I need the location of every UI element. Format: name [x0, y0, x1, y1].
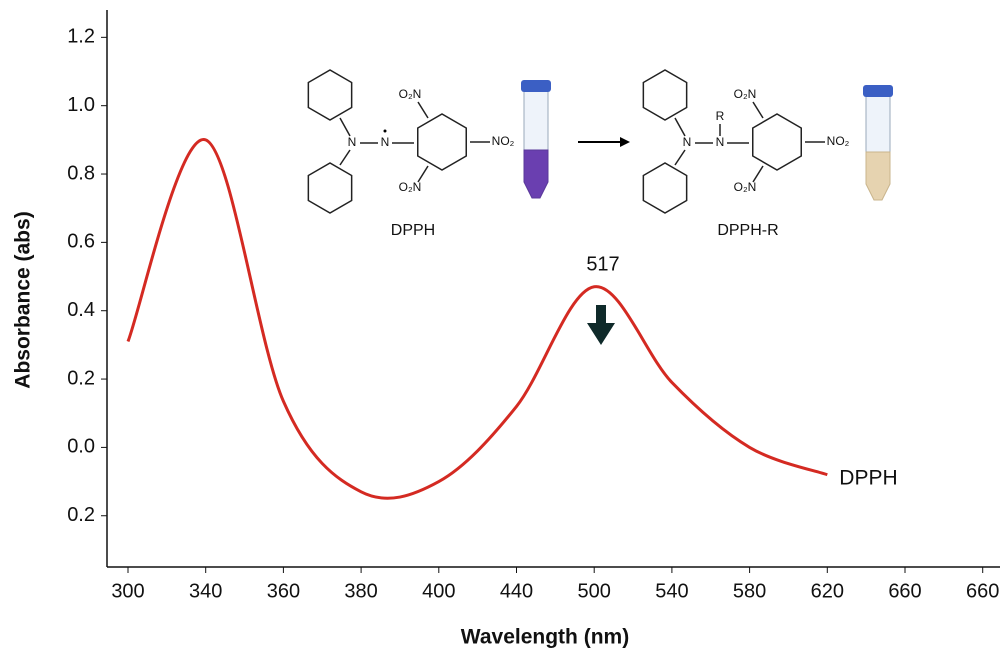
y-tick-label: 0.2 [67, 367, 95, 389]
y-tick-label: 0.8 [67, 162, 95, 184]
atom-label: O₂N [734, 180, 757, 194]
atom-label: N [683, 135, 692, 149]
picryl-ring [417, 113, 467, 171]
x-tick-label: 500 [578, 580, 611, 602]
bond [339, 149, 351, 166]
atom-label: NO₂ [827, 134, 850, 148]
x-tick-label: 380 [344, 580, 377, 602]
atom-label: O₂N [734, 87, 757, 101]
bond [752, 101, 764, 119]
x-tick-label: 440 [500, 580, 533, 602]
tube-cap [521, 80, 551, 92]
atom-label: R [716, 109, 725, 123]
tube-dpph [521, 80, 551, 199]
atom-label: N [348, 135, 357, 149]
molecule-name: DPPH-R [717, 222, 778, 239]
series-line [126, 138, 828, 500]
y-tick-label: 0.6 [67, 231, 95, 253]
tube-dpph-r [863, 85, 893, 201]
bond [674, 117, 686, 137]
x-tick-label: 620 [811, 580, 844, 602]
annotation: 517 [586, 253, 619, 275]
x-tick-label: 400 [422, 580, 455, 602]
x-tick-label: 340 [189, 580, 222, 602]
x-tick-label: 580 [733, 580, 766, 602]
phenyl-ring [307, 162, 353, 214]
phenyl-ring [307, 69, 353, 121]
picryl-ring [752, 113, 802, 171]
atom-label: N [381, 135, 390, 149]
legend-label: DPPH [839, 466, 897, 489]
y-tick-label: 1.0 [67, 94, 95, 116]
y-tick-label: 0.0 [67, 436, 95, 458]
x-tick-label: 300 [111, 580, 144, 602]
tube-body [865, 95, 891, 153]
x-tick-label: 660 [888, 580, 921, 602]
reaction-arrowhead [620, 137, 630, 147]
bond [339, 117, 351, 137]
bond [417, 101, 429, 119]
y-tick-label: 0.2 [67, 504, 95, 526]
down-arrow [587, 305, 615, 345]
tube-body [523, 89, 549, 151]
phenyl-ring [642, 162, 688, 214]
x-tick-label: 540 [655, 580, 688, 602]
y-tick-label: 1.2 [67, 26, 95, 48]
molecule-name: DPPH [391, 222, 435, 239]
y-tick-label: 0.4 [67, 299, 95, 321]
tube-liquid [865, 151, 891, 201]
phenyl-ring [642, 69, 688, 121]
radical-dot [383, 129, 387, 133]
atom-label: N [716, 135, 725, 149]
tube-cap [863, 85, 893, 97]
bond [752, 165, 764, 183]
y-axis-title: Absorbance (abs) [12, 211, 35, 388]
atom-label: O₂N [399, 87, 422, 101]
atom-label: NO₂ [492, 134, 515, 148]
bond [674, 149, 686, 166]
tube-liquid [523, 149, 549, 199]
bond [417, 165, 429, 183]
atom-label: O₂N [399, 180, 422, 194]
x-tick-label: 360 [267, 580, 300, 602]
x-axis-title: Wavelength (nm) [461, 626, 629, 649]
x-tick-label: 660 [966, 580, 999, 602]
